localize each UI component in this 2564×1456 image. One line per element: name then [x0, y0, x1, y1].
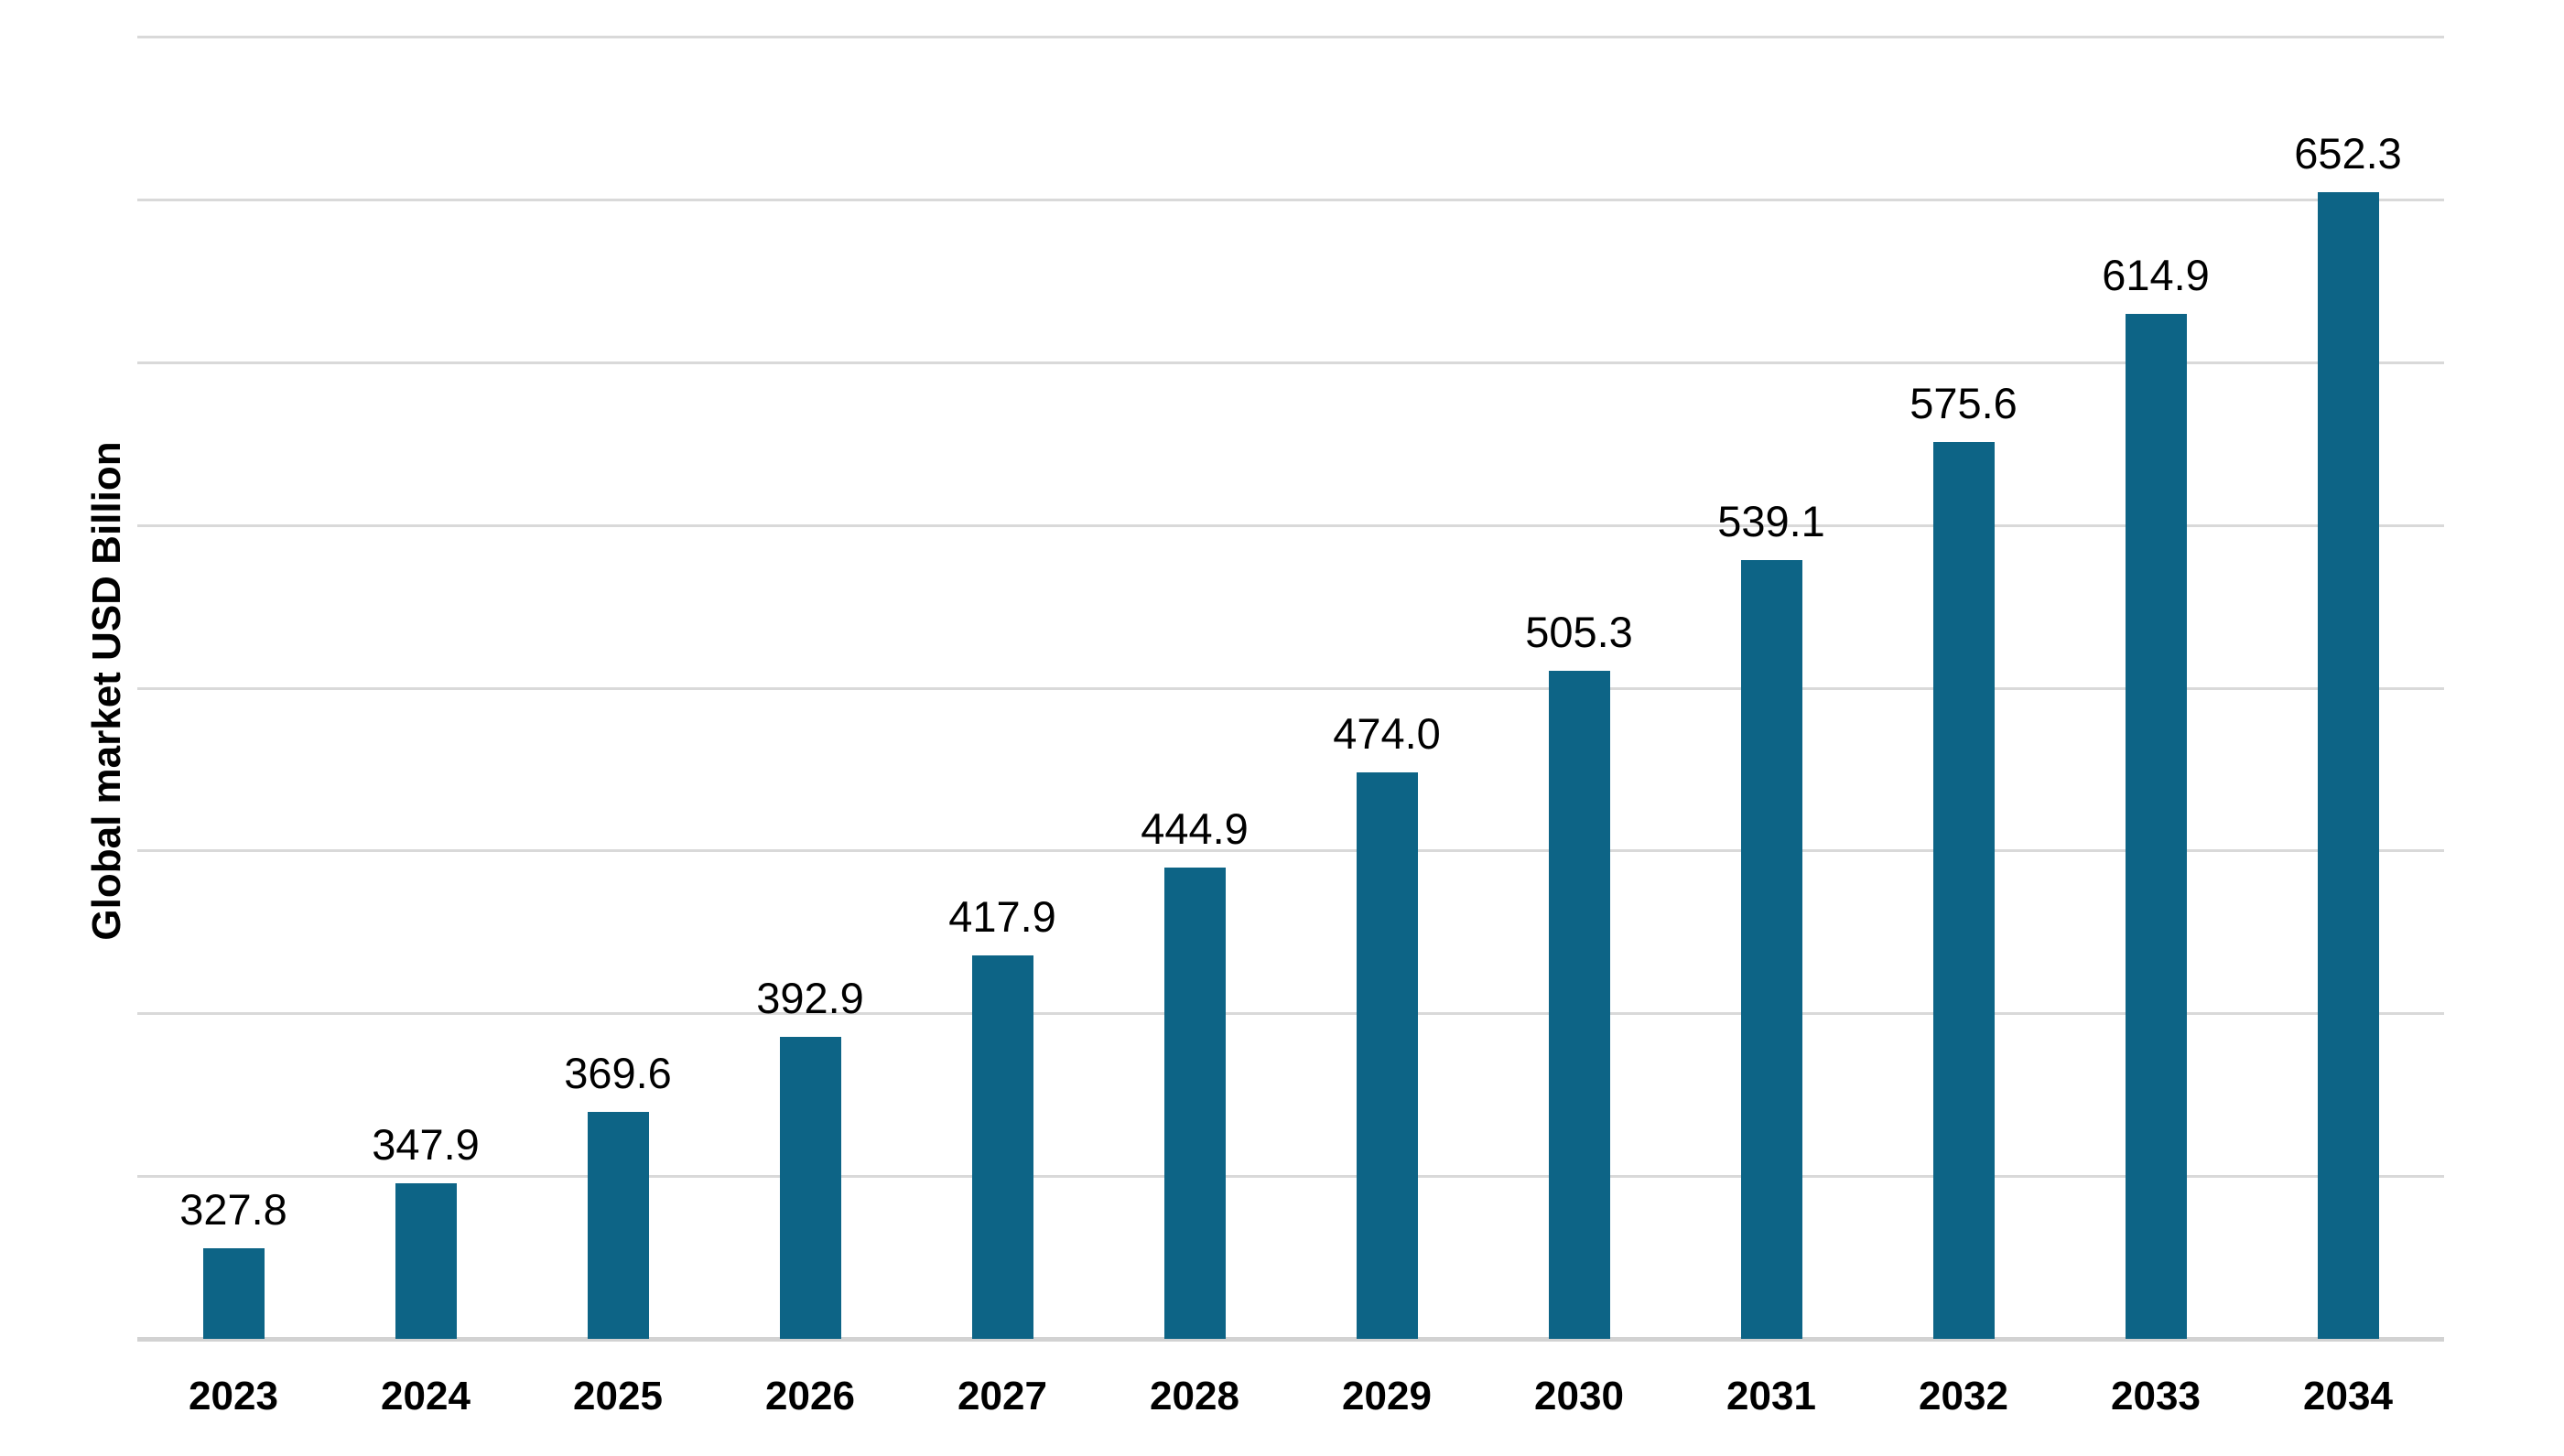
bar-2030: [1548, 670, 1610, 1339]
bar-2028: [1163, 867, 1226, 1339]
bar-2023: [202, 1248, 265, 1339]
gridline: [137, 849, 2444, 853]
bar-2026: [779, 1036, 841, 1339]
value-label-2033: 614.9: [2102, 250, 2210, 299]
value-label-2026: 392.9: [756, 973, 864, 1022]
bar-2034: [2317, 191, 2379, 1339]
gridline: [137, 1012, 2444, 1016]
gridline: [137, 1175, 2444, 1179]
value-label-2028: 444.9: [1141, 803, 1249, 853]
value-label-2023: 327.8: [179, 1185, 287, 1235]
value-label-2034: 652.3: [2294, 128, 2402, 178]
x-axis-label-2034: 2034: [2303, 1374, 2393, 1418]
bar-2025: [587, 1112, 649, 1339]
x-axis-label-2023: 2023: [189, 1374, 278, 1418]
y-axis-title: Global market USD Billion: [84, 441, 129, 941]
bar-2031: [1740, 560, 1802, 1339]
value-label-2029: 474.0: [1333, 708, 1441, 758]
value-label-2032: 575.6: [1909, 378, 2018, 427]
bar-2032: [1932, 441, 1995, 1339]
gridline: [137, 36, 2444, 38]
gridline: [137, 198, 2444, 201]
x-axis-label-2031: 2031: [1726, 1374, 1816, 1418]
bar-2024: [395, 1182, 457, 1339]
x-axis-label-2025: 2025: [573, 1374, 663, 1418]
x-axis-label-2032: 2032: [1919, 1374, 2008, 1418]
x-axis-label-2024: 2024: [381, 1374, 471, 1418]
x-axis-label-2030: 2030: [1534, 1374, 1624, 1418]
bar-2027: [971, 954, 1033, 1339]
value-label-2031: 539.1: [1717, 497, 1825, 546]
gridline: [137, 523, 2444, 527]
bar-2029: [1356, 771, 1418, 1339]
value-label-2025: 369.6: [564, 1049, 672, 1098]
value-label-2030: 505.3: [1525, 607, 1633, 656]
x-axis-line: [137, 1337, 2444, 1342]
x-axis-label-2033: 2033: [2111, 1374, 2201, 1418]
value-label-2024: 347.9: [372, 1119, 480, 1169]
x-axis-label-2029: 2029: [1342, 1374, 1432, 1418]
gridline: [137, 361, 2444, 364]
value-label-2027: 417.9: [948, 891, 1056, 941]
gridline: [137, 686, 2444, 690]
x-axis-label-2027: 2027: [957, 1374, 1047, 1418]
bar-2033: [2125, 313, 2187, 1339]
x-axis-label-2026: 2026: [765, 1374, 855, 1418]
x-axis-label-2028: 2028: [1150, 1374, 1239, 1418]
